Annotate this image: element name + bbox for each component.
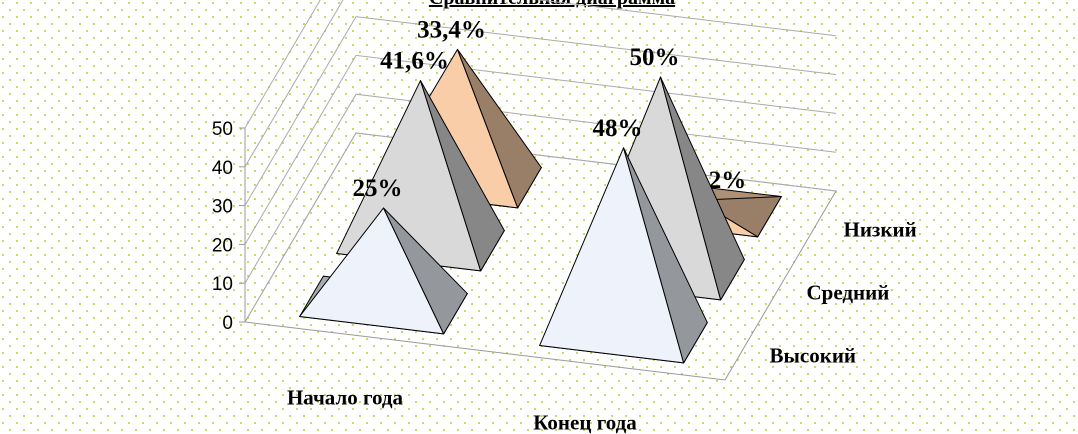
y-tick-label: 50 (212, 119, 233, 140)
value-label: 2% (709, 167, 747, 194)
grid-line (244, 0, 837, 168)
series-label: Низкий (844, 218, 917, 242)
series-label: Высокий (770, 344, 857, 368)
value-label: 33,4% (417, 16, 486, 43)
x-tick-label: Начало года (287, 386, 404, 410)
value-label: 41,6% (380, 48, 449, 75)
pyramid (539, 147, 708, 364)
pyramid-side (457, 48, 542, 209)
y-tick-label: 0 (222, 313, 233, 334)
chart-title: Сравнительная диаграмма (429, 0, 675, 9)
y-tick-label: 10 (212, 274, 233, 295)
x-tick-label: Конец года (533, 411, 637, 434)
grid-line (244, 54, 837, 245)
pyramid-side (383, 207, 468, 335)
pyramid-side (660, 76, 745, 301)
pyramid-side (420, 80, 505, 272)
pyramid-side (623, 147, 708, 364)
pyramid (299, 207, 468, 335)
series-label: Средний (807, 281, 890, 305)
value-label: 48% (593, 115, 643, 142)
y-tick-label: 30 (212, 197, 233, 218)
grid-line (244, 16, 837, 206)
grid-line (244, 0, 321, 129)
value-label: 50% (630, 44, 680, 71)
y-tick-label: 40 (212, 158, 233, 179)
y-tick-label: 20 (212, 235, 233, 256)
value-label: 25% (353, 175, 403, 202)
